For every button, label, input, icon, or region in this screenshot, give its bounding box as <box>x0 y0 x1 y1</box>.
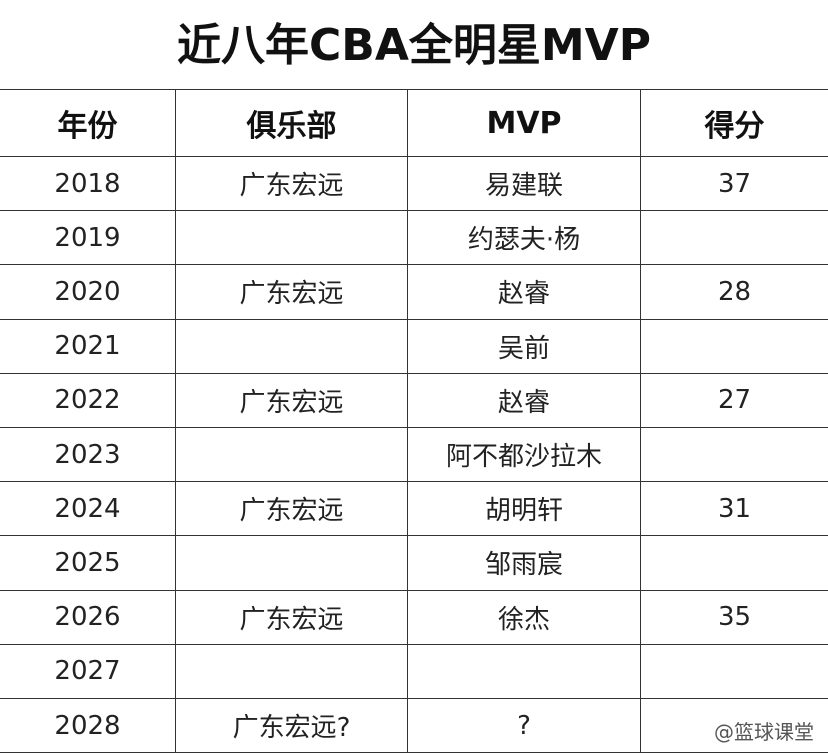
table-cell <box>641 428 828 483</box>
table-cell: ? <box>408 699 641 753</box>
table-cell: 2026 <box>0 590 176 645</box>
table-cell: 2028 <box>0 699 176 753</box>
table-cell: 2024 <box>0 482 176 537</box>
table-cell <box>176 536 408 591</box>
table-cell: 吴前 <box>408 319 641 374</box>
table-cell: 广东宏远 <box>176 590 408 645</box>
table-cell: 广东宏远 <box>176 265 408 320</box>
table-cell: 2022 <box>0 373 176 428</box>
table-cell <box>176 644 408 699</box>
table-cell: 2019 <box>0 211 176 266</box>
table-cell: 广东宏远 <box>176 157 408 212</box>
table-cell: 邹雨宸 <box>408 536 641 591</box>
table-cell: 2018 <box>0 157 176 212</box>
table-cell: 赵睿 <box>408 265 641 320</box>
table-cell: 易建联 <box>408 157 641 212</box>
table-cell: 广东宏远 <box>176 373 408 428</box>
table-cell <box>176 428 408 483</box>
table-cell: 徐杰 <box>408 590 641 645</box>
table-cell: 35 <box>641 591 828 645</box>
header-cell: 年份 <box>0 90 176 157</box>
table-cell <box>641 645 828 699</box>
table-cell <box>408 644 641 699</box>
table-cell: 赵睿 <box>408 373 641 428</box>
header-cell: 得分 <box>641 90 828 157</box>
header-cell: MVP <box>408 90 641 157</box>
table-cell <box>176 211 408 266</box>
table-cell: 28 <box>641 265 828 320</box>
table-cell: 2023 <box>0 428 176 483</box>
table-cell <box>641 211 828 266</box>
table-cell: 广东宏远? <box>176 699 408 753</box>
table-cell: 胡明轩 <box>408 482 641 537</box>
table-cell: 2027 <box>0 644 176 699</box>
table-cell: 广东宏远 <box>176 482 408 537</box>
table-cell <box>176 319 408 374</box>
table-cell: 约瑟夫·杨 <box>408 211 641 266</box>
table-cell: 2020 <box>0 265 176 320</box>
table-cell: 27 <box>641 374 828 428</box>
table-border <box>0 88 828 90</box>
table-cell <box>641 320 828 374</box>
table-cell: 37 <box>641 157 828 212</box>
table-cell: 31 <box>641 482 828 537</box>
title: 近八年CBA全明星MVP <box>177 20 651 71</box>
header-cell: 俱乐部 <box>176 90 408 157</box>
table-cell <box>641 536 828 591</box>
table-cell: 阿不都沙拉木 <box>408 428 641 483</box>
watermark: @篮球课堂 <box>710 716 818 745</box>
table-cell: 2025 <box>0 536 176 591</box>
table-cell: 2021 <box>0 319 176 374</box>
